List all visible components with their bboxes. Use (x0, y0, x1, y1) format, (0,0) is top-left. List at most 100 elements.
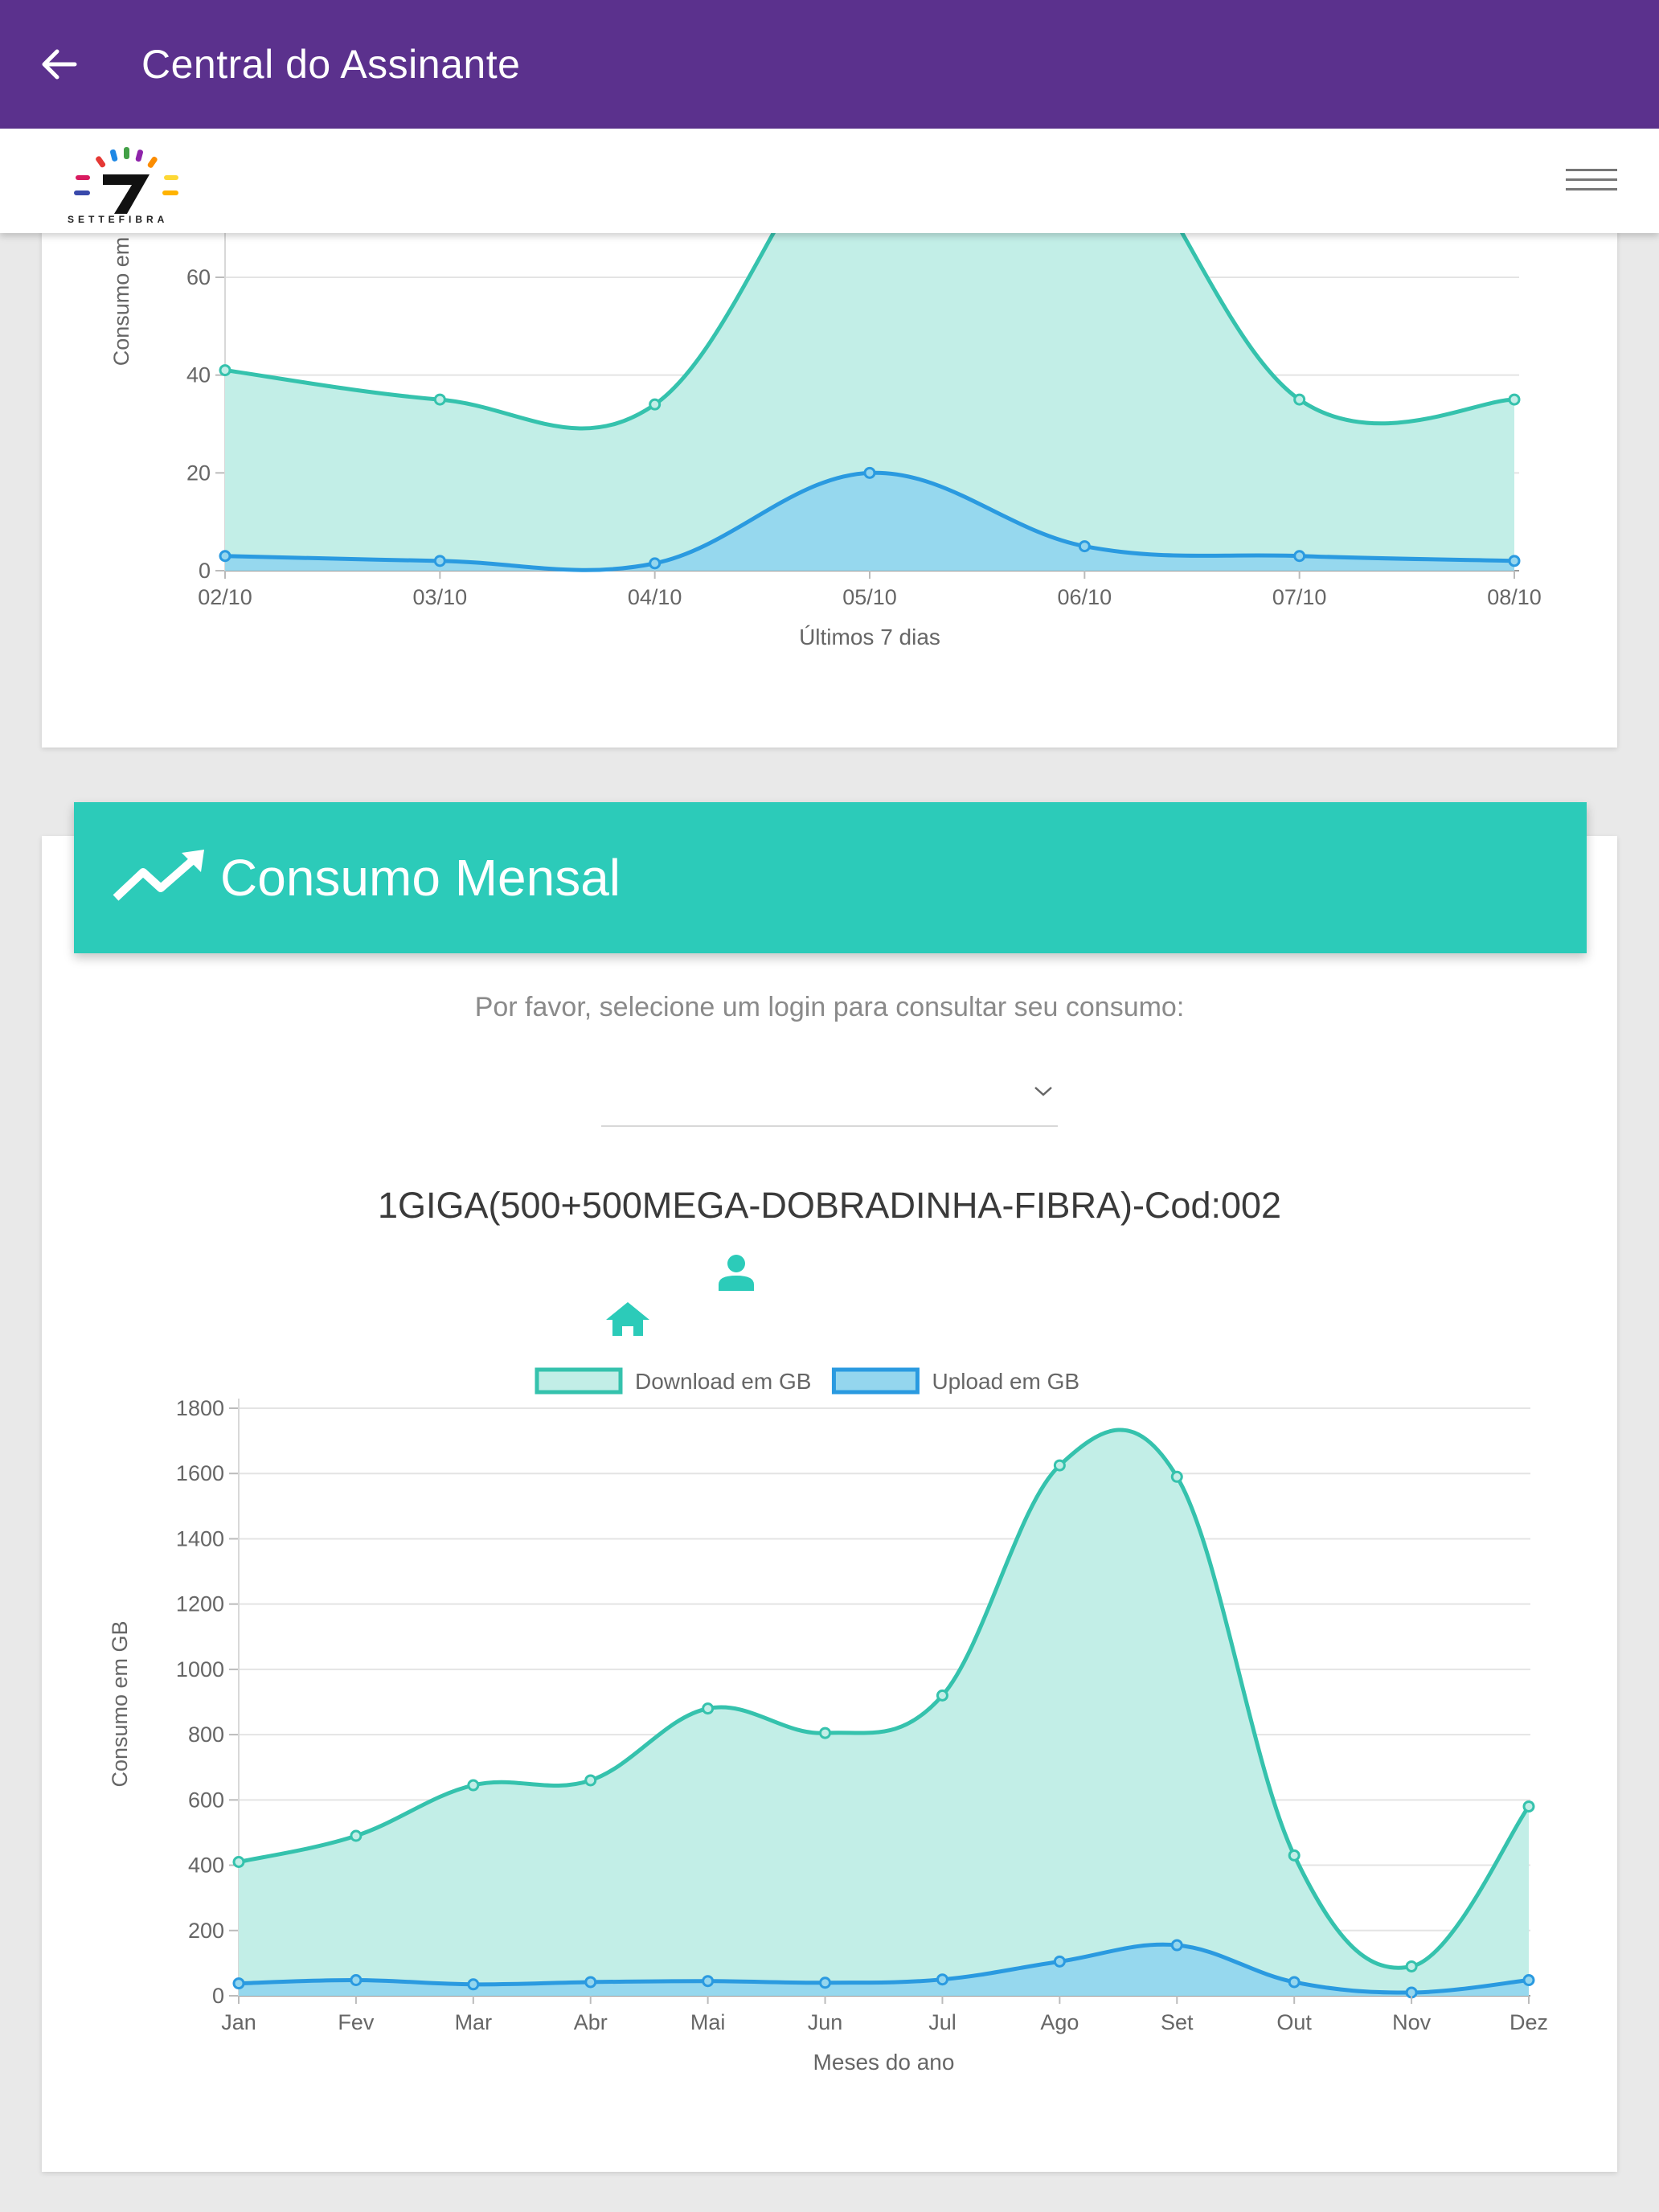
x-tick-label: Nov (1392, 2010, 1432, 2034)
plan-name: 1GIGA(500+500MEGA-DOBRADINHA-FIBRA)-Cod:… (377, 1185, 1282, 1226)
data-point[interactable] (232, 1977, 245, 1990)
data-point[interactable] (232, 1855, 245, 1868)
section-title: Consumo Mensal (220, 849, 621, 907)
x-tick-label: Mai (690, 2010, 726, 2034)
data-point[interactable] (1508, 555, 1521, 567)
x-axis-label: Meses do ano (813, 2050, 955, 2075)
hamburger-menu-icon[interactable] (1566, 169, 1617, 196)
x-tick-label: Jul (928, 2010, 956, 2034)
x-tick-label: Mar (455, 2010, 493, 2034)
data-point[interactable] (1053, 1459, 1066, 1472)
data-point[interactable] (1053, 1955, 1066, 1968)
data-point[interactable] (584, 1774, 597, 1787)
x-tick-label: Set (1161, 2010, 1194, 2034)
data-point[interactable] (1288, 1976, 1301, 1989)
data-point[interactable] (936, 1689, 948, 1702)
legend-swatch[interactable] (831, 1367, 920, 1395)
legend-label[interactable]: Upload em GB (932, 1369, 1079, 1394)
home-icon (606, 1302, 649, 1336)
y-tick-label: 1200 (176, 1592, 224, 1616)
data-point[interactable] (219, 550, 231, 563)
data-point[interactable] (1170, 1470, 1183, 1483)
y-tick-label: 400 (188, 1854, 224, 1878)
x-tick-label: Jan (221, 2010, 256, 2034)
data-point[interactable] (1293, 393, 1306, 406)
y-tick-label: 200 (188, 1919, 224, 1943)
data-point[interactable] (702, 1702, 715, 1715)
x-tick-label: 05/10 (842, 585, 897, 609)
data-point[interactable] (433, 393, 446, 406)
data-point[interactable] (1405, 1960, 1418, 1972)
series-line (238, 1428, 1531, 1970)
data-point[interactable] (1078, 540, 1091, 553)
data-point[interactable] (467, 1779, 480, 1792)
x-tick-label: 07/10 (1272, 585, 1327, 609)
data-point[interactable] (819, 1727, 832, 1739)
y-tick-label: 60 (186, 265, 211, 289)
series-line (238, 1942, 1530, 1995)
data-point[interactable] (350, 1974, 363, 1987)
x-tick-label: 03/10 (413, 585, 468, 609)
login-prompt: Por favor, selecione um login para consu… (474, 992, 1185, 1022)
y-tick-label: 800 (188, 1722, 224, 1747)
data-point[interactable] (1508, 393, 1521, 406)
series-area (225, 473, 1514, 571)
settefibra-logo[interactable] (66, 130, 186, 231)
x-tick-label: 08/10 (1487, 585, 1542, 609)
data-point[interactable] (936, 1973, 948, 1986)
data-point[interactable] (649, 398, 662, 411)
data-point[interactable] (1288, 1849, 1301, 1862)
x-tick-label: 02/10 (198, 585, 252, 609)
daily-consumption-chart: 0 20 40 60 02/10 03/10 04/10 05/10 06/10 07/10 08/… (109, 233, 1542, 649)
y-tick-label: 20 (186, 461, 211, 485)
y-tick-label: 1400 (176, 1526, 224, 1550)
y-tick-label: 1600 (176, 1461, 224, 1485)
data-point[interactable] (819, 1976, 832, 1989)
site-header: SETTEFIBRA (0, 129, 1659, 233)
data-point[interactable] (649, 557, 662, 570)
arrow-left-icon (42, 49, 77, 80)
data-point[interactable] (433, 555, 446, 567)
series-area (239, 1429, 1529, 1996)
login-select[interactable] (601, 1069, 1058, 1127)
data-point[interactable] (1293, 550, 1306, 563)
x-tick-label: Out (1276, 2010, 1312, 2034)
x-tick-label: Dez (1509, 2010, 1548, 2034)
legend-swatch[interactable] (535, 1367, 623, 1395)
legend-label[interactable]: Download em GB (635, 1369, 811, 1394)
data-point[interactable] (1522, 1974, 1535, 1987)
data-point[interactable] (350, 1829, 363, 1842)
data-point[interactable] (467, 1978, 480, 1991)
x-tick-label: Jun (808, 2010, 843, 2034)
chevron-down-icon (1034, 1087, 1052, 1096)
x-tick-label: Ago (1040, 2010, 1079, 2034)
y-tick-label: 1800 (176, 1396, 224, 1420)
monthly-section-header: Consumo Mensal (74, 802, 1587, 953)
x-tick-label: 04/10 (628, 585, 682, 609)
app-title: Central do Assinante (141, 42, 521, 87)
x-tick-label: 06/10 (1058, 585, 1112, 609)
y-tick-label: 600 (188, 1788, 224, 1812)
series-0 (238, 1428, 1531, 1996)
logo-wordmark: SETTEFIBRA (68, 214, 169, 225)
data-point[interactable] (219, 364, 231, 377)
y-tick-label: 40 (186, 363, 211, 387)
y-tick-label: 1000 (176, 1657, 224, 1682)
app-bar: Central do Assinante (0, 0, 1659, 129)
x-axis-label: Últimos 7 dias (799, 625, 940, 649)
data-point[interactable] (1170, 1939, 1183, 1952)
series-area (225, 233, 1514, 571)
data-point[interactable] (584, 1976, 597, 1989)
x-tick-label: Abr (574, 2010, 608, 2034)
data-point[interactable] (1522, 1800, 1535, 1813)
data-point[interactable] (863, 466, 876, 479)
y-axis-label: Consumo em (109, 237, 133, 367)
data-point[interactable] (702, 1975, 715, 1988)
x-tick-label: Fev (338, 2010, 375, 2034)
monthly-consumption-chart: 0 200 400 600 800 1000 1200 1400 1600 1800 Jan Fev M… (108, 1367, 1548, 2075)
back-button[interactable] (31, 36, 87, 92)
trending-up-icon (113, 850, 204, 901)
y-axis-label: Consumo em GB (108, 1620, 132, 1787)
series-1 (238, 1942, 1530, 1996)
person-icon (719, 1255, 754, 1291)
